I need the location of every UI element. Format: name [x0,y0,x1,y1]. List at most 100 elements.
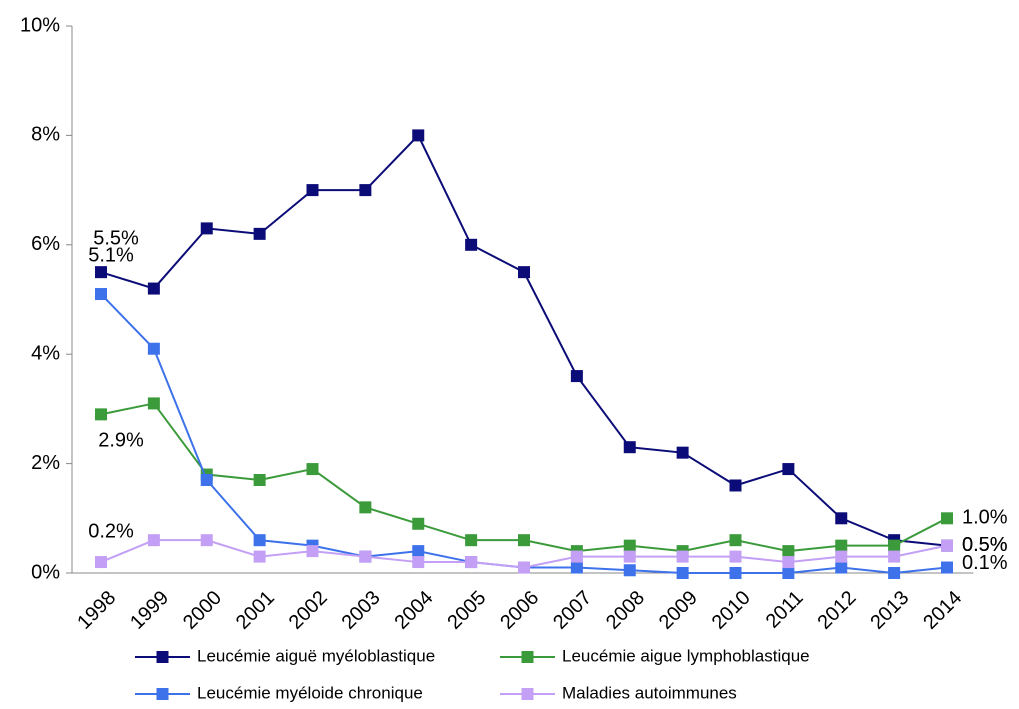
data-label: 2.9% [98,430,144,452]
data-point [465,238,478,251]
x-tick-label: 2007 [549,587,596,634]
data-point [465,534,478,547]
data-point [412,517,425,530]
x-tick-label: 2004 [390,587,437,634]
legend-marker [521,651,534,663]
data-point [147,342,160,355]
data-point [95,288,107,301]
series-line [100,133,948,547]
x-tick-label: 2008 [602,587,649,634]
data-point [359,501,372,514]
data-point [200,534,213,547]
y-tick-label: 4% [31,342,60,364]
data-point [835,539,848,552]
data-point [570,370,583,383]
x-tick-label: 2013 [866,587,913,634]
data-point [623,550,636,563]
x-tick-label: 2012 [813,587,860,634]
x-tick-label: 1999 [126,587,173,634]
data-point [359,550,372,563]
data-label: 5.1% [88,244,134,266]
y-tick-label: 2% [31,452,60,474]
data-point [359,184,372,197]
x-tick-label: 2006 [496,587,543,634]
data-label: 0.2% [88,520,134,542]
data-point [95,408,107,421]
x-tick-label: 2009 [655,587,702,634]
data-label: 0.5% [962,534,1008,556]
data-point [888,550,901,563]
data-point [570,550,583,563]
data-point [835,550,848,563]
legend-label: Leucémie aiguë myéloblastique [197,646,435,665]
data-point [518,534,530,547]
x-tick-label: 2000 [179,587,226,634]
x-tick-label: 2010 [708,587,755,634]
data-point [729,550,742,563]
data-point [253,474,266,487]
data-point [253,550,266,563]
data-point [623,564,636,577]
data-point [306,545,319,558]
data-point [412,129,425,142]
data-point [676,567,689,579]
x-tick-label: 2003 [338,587,385,634]
data-point [253,534,266,547]
y-tick-label: 10% [20,14,60,36]
data-point [729,479,742,492]
data-point [147,534,160,547]
data-point [729,534,742,547]
data-point [147,397,160,410]
data-point [782,463,795,476]
data-point [676,446,689,459]
data-point [465,556,478,569]
data-point [200,474,213,487]
legend-label: Maladies autoimmunes [562,683,737,702]
data-point [782,567,795,579]
x-tick-label: 2001 [232,587,279,634]
x-tick-label: 2011 [762,587,808,633]
data-point [412,545,425,558]
series-line [100,293,948,575]
series-line [100,402,948,553]
data-point [729,567,742,579]
legend-marker [156,688,169,700]
data-point [888,567,901,579]
legend-marker [156,651,169,663]
data-point [147,282,160,295]
data-point [518,561,530,574]
data-label: 0.1% [962,552,1008,574]
data-point [306,463,319,476]
data-point [782,556,795,569]
data-point [941,561,953,574]
data-point [676,550,689,563]
data-point [888,539,901,552]
data-label: 0.5% [962,534,1008,556]
data-point [306,184,319,197]
data-point [95,556,107,569]
legend-marker [521,688,534,700]
data-point [941,539,953,552]
data-point [623,441,636,454]
data-point [253,227,266,240]
data-point [95,266,107,279]
y-tick-label: 8% [31,124,60,146]
y-tick-label: 6% [31,233,60,255]
y-tick-label: 0% [31,561,60,583]
data-point [200,222,213,235]
x-tick-label: 2005 [443,587,490,634]
legend-label: Leucémie aigue lymphoblastique [562,646,810,665]
x-tick-label: 1998 [73,587,120,634]
x-tick-label: 2014 [919,587,966,634]
data-label: 1.0% [962,507,1008,529]
legend-label: Leucémie myéloide chronique [197,683,423,702]
x-tick-label: 2002 [285,587,332,634]
data-point [570,561,583,574]
data-point [782,545,795,558]
data-point [835,561,848,574]
data-point [412,556,425,569]
data-point [941,512,953,525]
data-point [835,512,848,525]
data-point [623,539,636,552]
